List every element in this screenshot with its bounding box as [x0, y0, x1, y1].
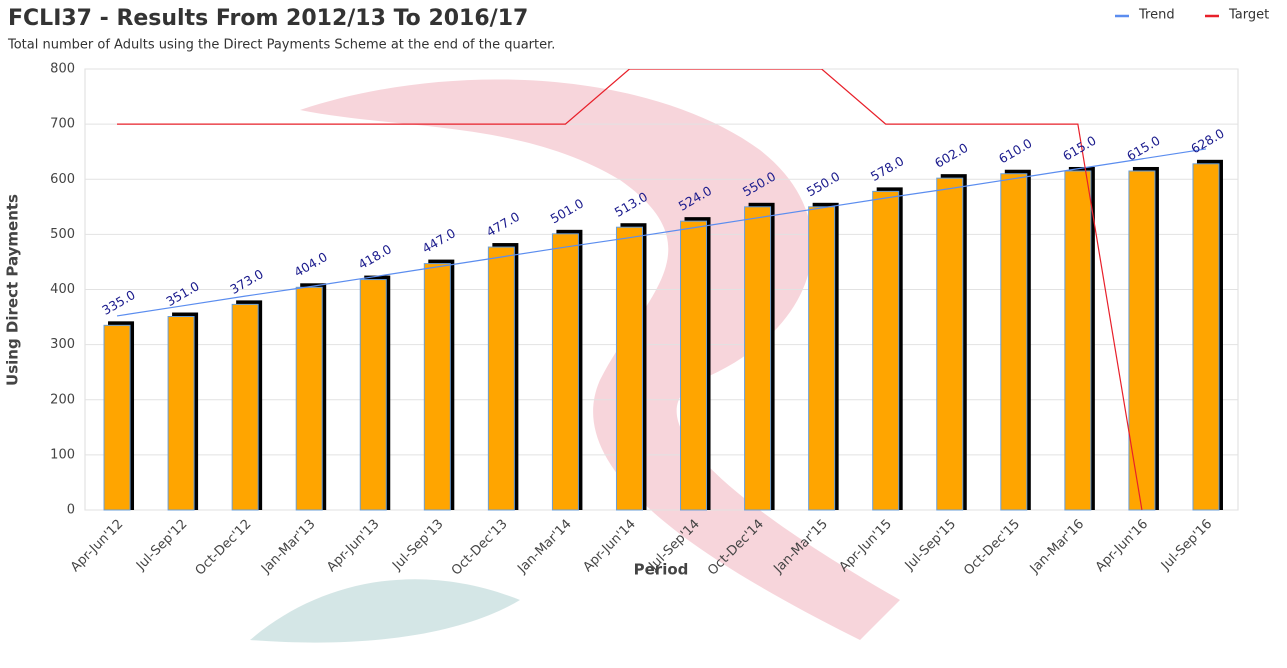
y-tick-label: 0	[67, 503, 75, 518]
value-label: 610.0	[996, 135, 1035, 166]
value-label: 447.0	[420, 225, 459, 256]
x-tick-label: Oct-Dec'13	[449, 517, 511, 579]
bar	[296, 287, 322, 510]
value-label: 477.0	[484, 209, 523, 240]
value-label: 628.0	[1188, 125, 1227, 156]
chart: FCLI37 - Results From 2012/13 To 2016/17…	[0, 0, 1287, 668]
value-label: 418.0	[355, 241, 394, 272]
value-label: 513.0	[612, 189, 651, 220]
chart-title: FCLI37 - Results From 2012/13 To 2016/17	[8, 6, 528, 31]
x-tick-label: Jul-Sep'12	[133, 517, 190, 574]
x-tick-label: Jan-Mar'14	[514, 517, 574, 577]
bar	[168, 317, 194, 510]
x-tick-label: Jan-Mar'16	[1027, 517, 1087, 577]
x-tick-label: Apr-Jun'14	[580, 517, 638, 575]
x-tick-label: Oct-Dec'12	[193, 517, 255, 579]
bar	[809, 207, 835, 510]
x-tick-label: Jul-Sep'15	[902, 517, 959, 574]
bar	[1193, 164, 1219, 510]
x-tick-label: Apr-Jun'15	[837, 517, 895, 575]
bar	[681, 221, 707, 510]
x-tick-label: Apr-Jun'16	[1093, 517, 1151, 575]
bar	[488, 247, 514, 510]
y-axis-label: Using Direct Payments	[4, 194, 22, 386]
x-tick-label: Apr-Jun'13	[324, 517, 382, 575]
bar	[552, 234, 578, 510]
y-tick-label: 800	[50, 62, 75, 77]
value-label: 501.0	[548, 195, 587, 226]
y-tick-label: 400	[50, 282, 75, 297]
bar	[360, 280, 386, 510]
bar	[1129, 171, 1155, 510]
y-tick-label: 600	[50, 172, 75, 187]
x-tick-label: Jul-Sep'13	[389, 517, 446, 574]
chart-subtitle: Total number of Adults using the Direct …	[7, 38, 555, 53]
bar	[873, 191, 899, 510]
bar	[104, 325, 130, 510]
bar	[1065, 171, 1091, 510]
y-tick-label: 700	[50, 117, 75, 132]
value-label: 602.0	[932, 140, 971, 171]
value-label: 373.0	[227, 266, 266, 297]
y-tick-label: 300	[50, 337, 75, 352]
value-label: 351.0	[163, 278, 202, 309]
x-tick-label: Jul-Sep'16	[1158, 517, 1215, 574]
x-tick-label: Apr-Jun'12	[68, 517, 126, 575]
value-label: 550.0	[804, 168, 843, 199]
bar	[616, 227, 642, 510]
x-tick-label: Jan-Mar'13	[258, 517, 318, 577]
value-label: 615.0	[1060, 133, 1099, 164]
legend-label: Target	[1228, 8, 1269, 23]
bar	[1001, 174, 1027, 510]
bar	[424, 264, 450, 510]
value-label: 404.0	[291, 249, 330, 280]
x-tick-label: Oct-Dec'15	[961, 517, 1023, 579]
y-tick-label: 500	[50, 227, 75, 242]
bar	[937, 178, 963, 510]
y-tick-label: 200	[50, 392, 75, 407]
bar	[745, 207, 771, 510]
y-tick-label: 100	[50, 447, 75, 462]
legend-label: Trend	[1138, 8, 1175, 23]
bar	[232, 304, 258, 510]
